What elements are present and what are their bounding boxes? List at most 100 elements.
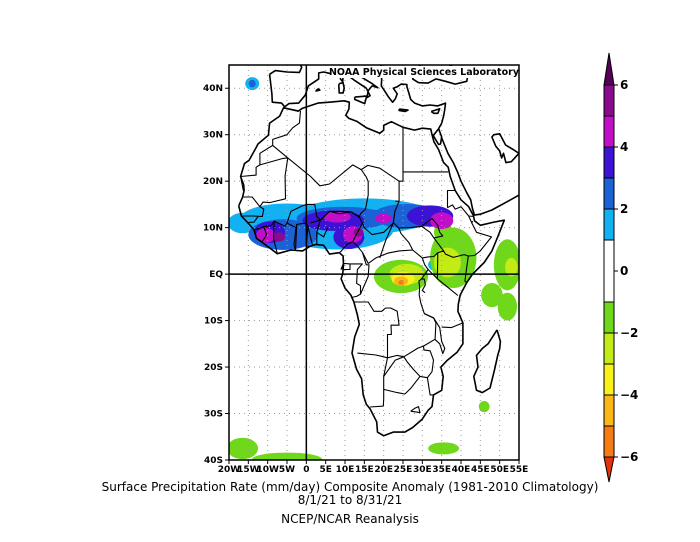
colorbar-tick-label: 0 — [620, 264, 628, 278]
colorbar-swatch — [603, 425, 615, 458]
coastline — [337, 81, 346, 94]
colorbar-tick-label: 2 — [620, 202, 628, 216]
country-border — [370, 357, 389, 408]
colorbar-swatch — [603, 84, 615, 117]
coastline — [353, 95, 368, 105]
country-border — [259, 157, 288, 166]
colorbar-tick-label: −6 — [620, 450, 638, 464]
lon-tick-label: 35E — [432, 465, 451, 475]
lon-tick-label: 15E — [355, 465, 374, 475]
colorbar-swatch — [603, 208, 615, 241]
lon-tick-label: 5E — [319, 465, 331, 475]
credit-box — [331, 66, 518, 78]
coastline — [315, 88, 321, 92]
country-border — [319, 210, 363, 254]
colorbar-swatch — [603, 177, 615, 210]
coastline — [237, 100, 506, 437]
anomaly-patch — [323, 211, 351, 223]
colorbar: 6 4 2 0 −2 −4 −6 — [603, 52, 638, 483]
lon-tick-label: 50E — [490, 465, 509, 475]
caption-title: Surface Precipitation Rate (mm/day) Comp… — [101, 480, 599, 494]
anomaly-patch — [375, 213, 393, 223]
coastline — [340, 263, 345, 270]
lat-tick-label: 30S — [204, 410, 223, 420]
colorbar-tick-label: 4 — [620, 140, 628, 154]
country-border — [426, 377, 434, 396]
country-border — [357, 352, 388, 359]
country-border — [447, 204, 474, 218]
coastline — [269, 65, 303, 75]
lon-tick-label: 25E — [394, 465, 413, 475]
country-border — [307, 226, 314, 246]
anomaly-patch — [398, 280, 404, 285]
country-border — [383, 376, 421, 395]
country-border — [379, 222, 394, 259]
country-border — [272, 110, 302, 146]
colorbar-tick-label: −4 — [620, 388, 638, 402]
anomaly-patch — [252, 452, 322, 460]
colorbar-tick-label: −2 — [620, 326, 638, 340]
credit-label: NOAA Physical Sciences Laboratory — [329, 67, 520, 78]
country-border — [468, 215, 474, 224]
latitude-tick-labels: 40N 30N 20N 10N EQ 10S 20S 30S 40S — [203, 84, 223, 466]
lon-tick-label: 5W — [279, 465, 295, 475]
lat-tick-label: 10N — [203, 224, 223, 234]
anomaly-patch — [248, 79, 256, 88]
colorbar-swatch — [603, 332, 615, 365]
colorbar-tick-label: 6 — [620, 78, 628, 92]
colorbar-top-arrow — [603, 52, 615, 86]
lat-tick-label: 40S — [204, 456, 223, 466]
anomaly-shading — [229, 77, 519, 460]
colorbar-swatch — [603, 363, 615, 396]
colorbar-swatch — [603, 394, 615, 427]
country-border — [383, 356, 404, 377]
anomaly-patch — [481, 282, 503, 308]
colorbar-swatch — [603, 301, 615, 334]
coastline — [420, 65, 422, 66]
lat-tick-label: 20N — [203, 177, 223, 187]
colorbar-swatch — [603, 239, 615, 303]
country-border — [360, 164, 400, 182]
lat-tick-label: 30N — [203, 131, 223, 141]
country-border — [392, 222, 414, 251]
country-border — [421, 278, 426, 294]
coastlines — [237, 65, 519, 437]
country-border — [361, 127, 404, 236]
anomaly-patch — [497, 292, 518, 321]
lon-tick-label: 40E — [452, 465, 471, 475]
lon-tick-label: 0 — [303, 465, 309, 475]
lon-tick-label: 55E — [510, 465, 529, 475]
lon-tick-label: 20W — [218, 465, 241, 475]
lon-tick-label: 10E — [336, 465, 355, 475]
map-frame — [228, 64, 520, 461]
anomaly-patch — [433, 247, 461, 278]
country-border — [253, 226, 268, 243]
country-border — [352, 241, 370, 295]
caption-dates: 8/1/21 to 8/31/21 — [297, 493, 403, 507]
coastline — [432, 128, 443, 146]
country-border — [259, 157, 289, 208]
country-border — [421, 225, 435, 239]
country-border — [342, 263, 351, 271]
caption-source: NCEP/NCAR Reanalysis — [281, 512, 419, 526]
country-border — [398, 217, 445, 252]
coastline — [491, 133, 519, 164]
country-border — [353, 257, 437, 359]
coastline — [398, 108, 409, 113]
lat-tick-label: 10S — [204, 317, 223, 327]
country-border — [272, 144, 369, 252]
colorbar-bottom-arrow — [603, 456, 615, 483]
anomaly-patch — [229, 437, 258, 460]
coastline — [472, 329, 502, 394]
country-border — [403, 346, 435, 379]
country-border — [446, 189, 456, 208]
country-border — [441, 322, 464, 329]
lon-tick-label: 10W — [256, 465, 279, 475]
lat-tick-label: 40N — [203, 84, 223, 94]
lon-tick-label: 20E — [374, 465, 393, 475]
country-border — [316, 227, 329, 238]
lon-tick-label: 15W — [237, 465, 260, 475]
coastline — [430, 107, 441, 115]
country-border — [273, 220, 288, 227]
